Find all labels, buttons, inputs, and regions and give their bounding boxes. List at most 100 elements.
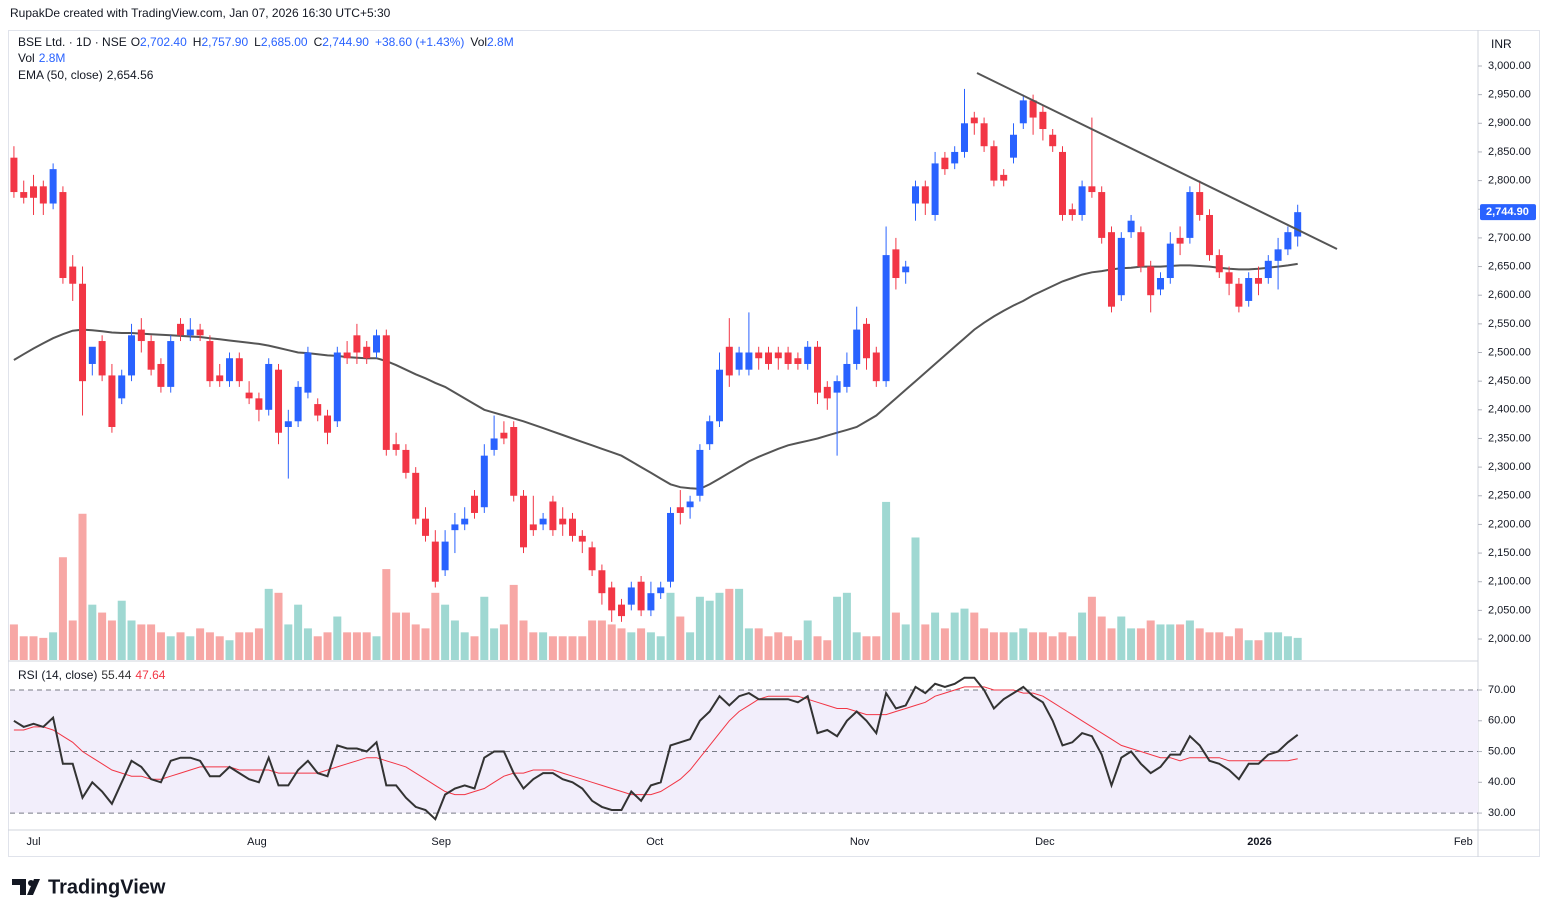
candle-body [804, 346, 812, 364]
volume-bar [813, 636, 822, 660]
volume-bar [999, 632, 1008, 660]
volume-bar [480, 596, 489, 660]
candle-body [676, 507, 684, 513]
volume-bar [372, 636, 381, 660]
candle-body [735, 352, 743, 370]
y-tick-label: 2,950.00 [1488, 89, 1531, 101]
volume-bar [842, 592, 851, 660]
axis-layer: 2,000.00 2,050.00 2,100.00 2,150.00 2,200.00… [26, 60, 1536, 848]
rsi-name: RSI (14, close) [18, 668, 98, 682]
candle-body [461, 518, 469, 525]
candle-body [902, 266, 910, 273]
candle-body [79, 283, 87, 382]
volume-bar [617, 628, 626, 660]
y-tick-label: 2,500.00 [1488, 346, 1531, 358]
volume-bar [147, 624, 156, 660]
symbol: BSE Ltd. · 1D · NSE [18, 35, 127, 49]
legend-value: 2,685.00 [260, 35, 308, 49]
volume-bar [88, 604, 97, 660]
x-tick-label: Sep [431, 836, 451, 848]
volume-bar [441, 604, 450, 660]
volume-bar [1176, 624, 1185, 660]
y-tick-label: 2,900.00 [1488, 117, 1531, 129]
candle-body [794, 358, 802, 364]
y-tick-label: 3,000.00 [1488, 60, 1531, 72]
legend-value: 2,744.90 [322, 35, 369, 49]
candle-body [226, 358, 234, 382]
volume-bar [568, 636, 577, 660]
volume-bar [1117, 616, 1126, 660]
candle-body [1254, 278, 1262, 284]
legend-value: 2,702.40 [140, 35, 187, 49]
volume-bar [1274, 632, 1283, 660]
candle-body [1156, 278, 1164, 290]
candle-body [853, 329, 861, 364]
candle-body [823, 386, 831, 399]
volume-layer [9, 501, 1302, 660]
candle-body [716, 369, 724, 422]
candle-body [627, 587, 635, 605]
y-tick-label: 2,800.00 [1488, 175, 1531, 187]
candle-body [510, 427, 518, 496]
volume-bar [784, 636, 793, 660]
legend-value: 2,757.90 [201, 35, 249, 49]
volume-bar [245, 632, 254, 660]
volume-bar [156, 632, 165, 660]
candle-body [725, 346, 733, 376]
candle-body [1049, 134, 1057, 147]
y-tick-label: 2,100.00 [1488, 576, 1531, 588]
candle-body [471, 495, 479, 513]
candle-body [441, 541, 449, 571]
candle-body [951, 151, 959, 164]
candle-body [1088, 186, 1096, 193]
volume-bar [940, 628, 949, 660]
volume-bar [323, 632, 332, 660]
candle-body [431, 541, 439, 582]
logo: TradingView [12, 876, 166, 898]
volume-bar [1127, 628, 1136, 660]
volume-bar [744, 628, 753, 660]
candle-body [1176, 237, 1184, 244]
candle-body [69, 266, 77, 284]
candle-body [177, 323, 185, 336]
candle-body [333, 352, 341, 422]
volume-bar [960, 608, 969, 660]
volume-bar [646, 632, 655, 660]
volume-bar [333, 616, 342, 660]
candle-body [990, 146, 998, 181]
volume-bar [715, 592, 724, 660]
candle-body [647, 593, 655, 611]
volume-bar [1038, 632, 1047, 660]
volume-bar [49, 632, 58, 660]
candle-body [1029, 100, 1037, 118]
volume-bar [499, 624, 508, 660]
volume-bar [1225, 636, 1234, 660]
volume-bar [205, 632, 214, 660]
candle-body [88, 346, 96, 364]
volume-bar [1244, 640, 1253, 660]
candle-body [1264, 260, 1272, 279]
last-price-tag [1480, 204, 1536, 221]
candle-body [30, 186, 38, 198]
x-tick-label: Aug [247, 836, 267, 848]
volume-bar [254, 628, 263, 660]
volume-bar [607, 624, 616, 660]
candle-body [402, 449, 410, 473]
candle-body [1225, 272, 1233, 284]
candle-layer [10, 88, 1302, 622]
volume-bar [58, 557, 67, 660]
volume-bar [401, 612, 410, 660]
candle-body [1039, 111, 1047, 130]
volume-bar [989, 632, 998, 660]
candle-body [500, 432, 508, 439]
y-tick-label: 2,200.00 [1488, 518, 1531, 530]
candle-body [412, 472, 420, 519]
candle-body [667, 512, 675, 582]
candle-body [1000, 174, 1008, 181]
candle-body [382, 335, 390, 450]
candle-body [1245, 278, 1253, 301]
candle-body [422, 518, 430, 536]
volume-bar [1283, 636, 1292, 660]
volume-bar [1087, 596, 1096, 660]
volume-bar [313, 636, 322, 660]
